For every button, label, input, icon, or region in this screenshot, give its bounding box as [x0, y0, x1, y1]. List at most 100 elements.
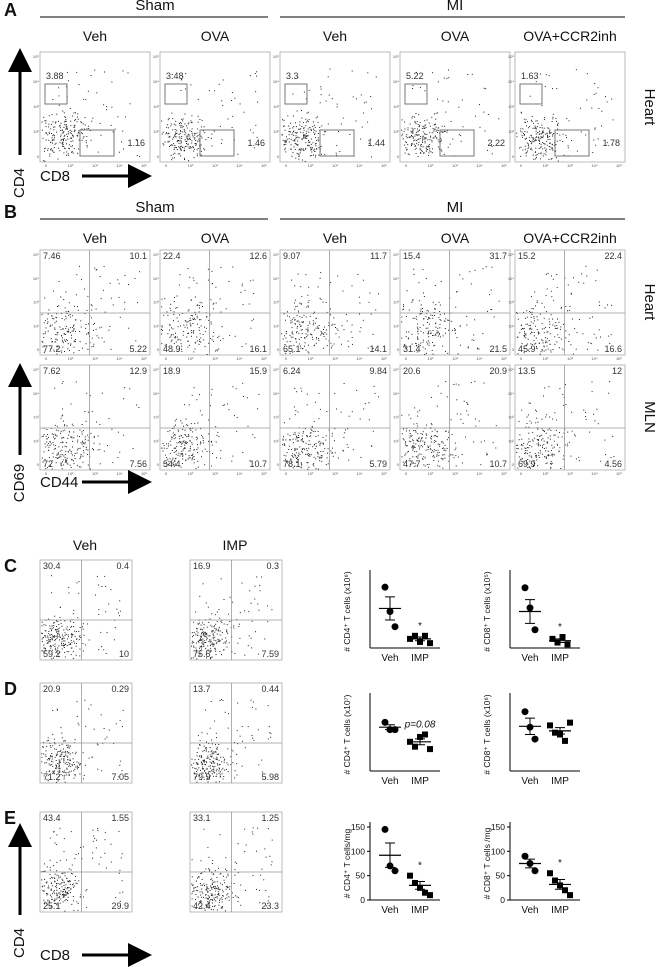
event-dot	[109, 326, 110, 327]
gate-value: 2.22	[487, 138, 505, 148]
event-dot	[45, 320, 46, 321]
event-dot	[213, 635, 214, 636]
event-dot	[100, 123, 101, 124]
event-dot	[453, 384, 454, 385]
event-dot	[563, 324, 564, 325]
event-dot	[86, 889, 87, 890]
event-dot	[54, 748, 55, 749]
event-dot	[42, 641, 43, 642]
event-dot	[315, 323, 316, 324]
event-dot	[85, 644, 86, 645]
event-dot	[298, 412, 299, 413]
event-dot	[56, 898, 57, 899]
event-dot	[238, 626, 239, 627]
event-dot	[438, 450, 439, 451]
event-dot	[69, 890, 70, 891]
event-dot	[55, 322, 56, 323]
event-dot	[62, 111, 63, 112]
event-dot	[77, 135, 78, 136]
event-dot	[546, 456, 547, 457]
event-dot	[294, 139, 295, 140]
event-dot	[59, 327, 60, 328]
event-dot	[410, 137, 411, 138]
event-dot	[537, 429, 538, 430]
event-dot	[213, 308, 214, 309]
event-dot	[421, 445, 422, 446]
event-dot	[296, 332, 297, 333]
event-dot	[185, 430, 186, 431]
event-dot	[433, 330, 434, 331]
event-dot	[598, 138, 599, 139]
event-dot	[69, 431, 70, 432]
event-dot	[197, 623, 198, 624]
event-dot	[414, 121, 415, 122]
event-dot	[425, 138, 426, 139]
flow-tick-y: 0	[277, 154, 280, 159]
event-dot	[488, 114, 489, 115]
quadrant-value: 15.4	[403, 251, 421, 261]
event-dot	[240, 103, 241, 104]
event-dot	[546, 332, 547, 333]
event-dot	[253, 319, 254, 320]
event-dot	[184, 440, 185, 441]
event-dot	[424, 444, 425, 445]
event-dot	[120, 611, 121, 612]
event-dot	[46, 762, 47, 763]
event-dot	[71, 338, 72, 339]
event-dot	[418, 114, 419, 115]
event-dot	[70, 759, 71, 760]
event-dot	[448, 147, 449, 148]
event-dot	[93, 346, 94, 347]
event-dot	[136, 404, 137, 405]
event-dot	[435, 129, 436, 130]
event-dot	[521, 445, 522, 446]
event-dot	[284, 144, 285, 145]
event-dot	[304, 315, 305, 316]
event-dot	[57, 436, 58, 437]
event-dot	[54, 637, 55, 638]
event-dot	[308, 455, 309, 456]
event-dot	[96, 269, 97, 270]
event-dot	[77, 449, 78, 450]
event-dot	[348, 346, 349, 347]
event-dot	[405, 444, 406, 445]
event-dot	[218, 754, 219, 755]
gate-value: 1.44	[367, 138, 385, 148]
event-dot	[58, 875, 59, 876]
event-dot	[188, 321, 189, 322]
event-dot	[190, 325, 191, 326]
event-dot	[57, 752, 58, 753]
event-dot	[67, 331, 68, 332]
event-dot	[57, 754, 58, 755]
event-dot	[193, 351, 194, 352]
event-dot	[49, 154, 50, 155]
event-dot	[286, 136, 287, 137]
quadrant-value: 11.7	[370, 251, 387, 261]
event-dot	[303, 433, 304, 434]
event-dot	[554, 336, 555, 337]
event-dot	[411, 144, 412, 145]
event-dot	[413, 129, 414, 130]
event-dot	[418, 455, 419, 456]
event-dot	[434, 129, 435, 130]
event-dot	[414, 144, 415, 145]
event-dot	[267, 621, 268, 622]
flow-tick-x: 10³	[92, 471, 98, 476]
event-dot	[535, 158, 536, 159]
event-dot	[120, 720, 121, 721]
event-dot	[56, 132, 57, 133]
event-dot	[563, 459, 564, 460]
event-dot	[251, 638, 252, 639]
event-dot	[539, 141, 540, 142]
event-dot	[186, 424, 187, 425]
event-dot	[405, 141, 406, 142]
event-dot	[522, 328, 523, 329]
event-dot	[204, 327, 205, 328]
event-dot	[66, 762, 67, 763]
event-dot	[198, 99, 199, 100]
event-dot	[217, 435, 218, 436]
event-dot	[256, 76, 257, 77]
event-dot	[66, 143, 67, 144]
event-dot	[351, 332, 352, 333]
event-dot	[217, 747, 218, 748]
